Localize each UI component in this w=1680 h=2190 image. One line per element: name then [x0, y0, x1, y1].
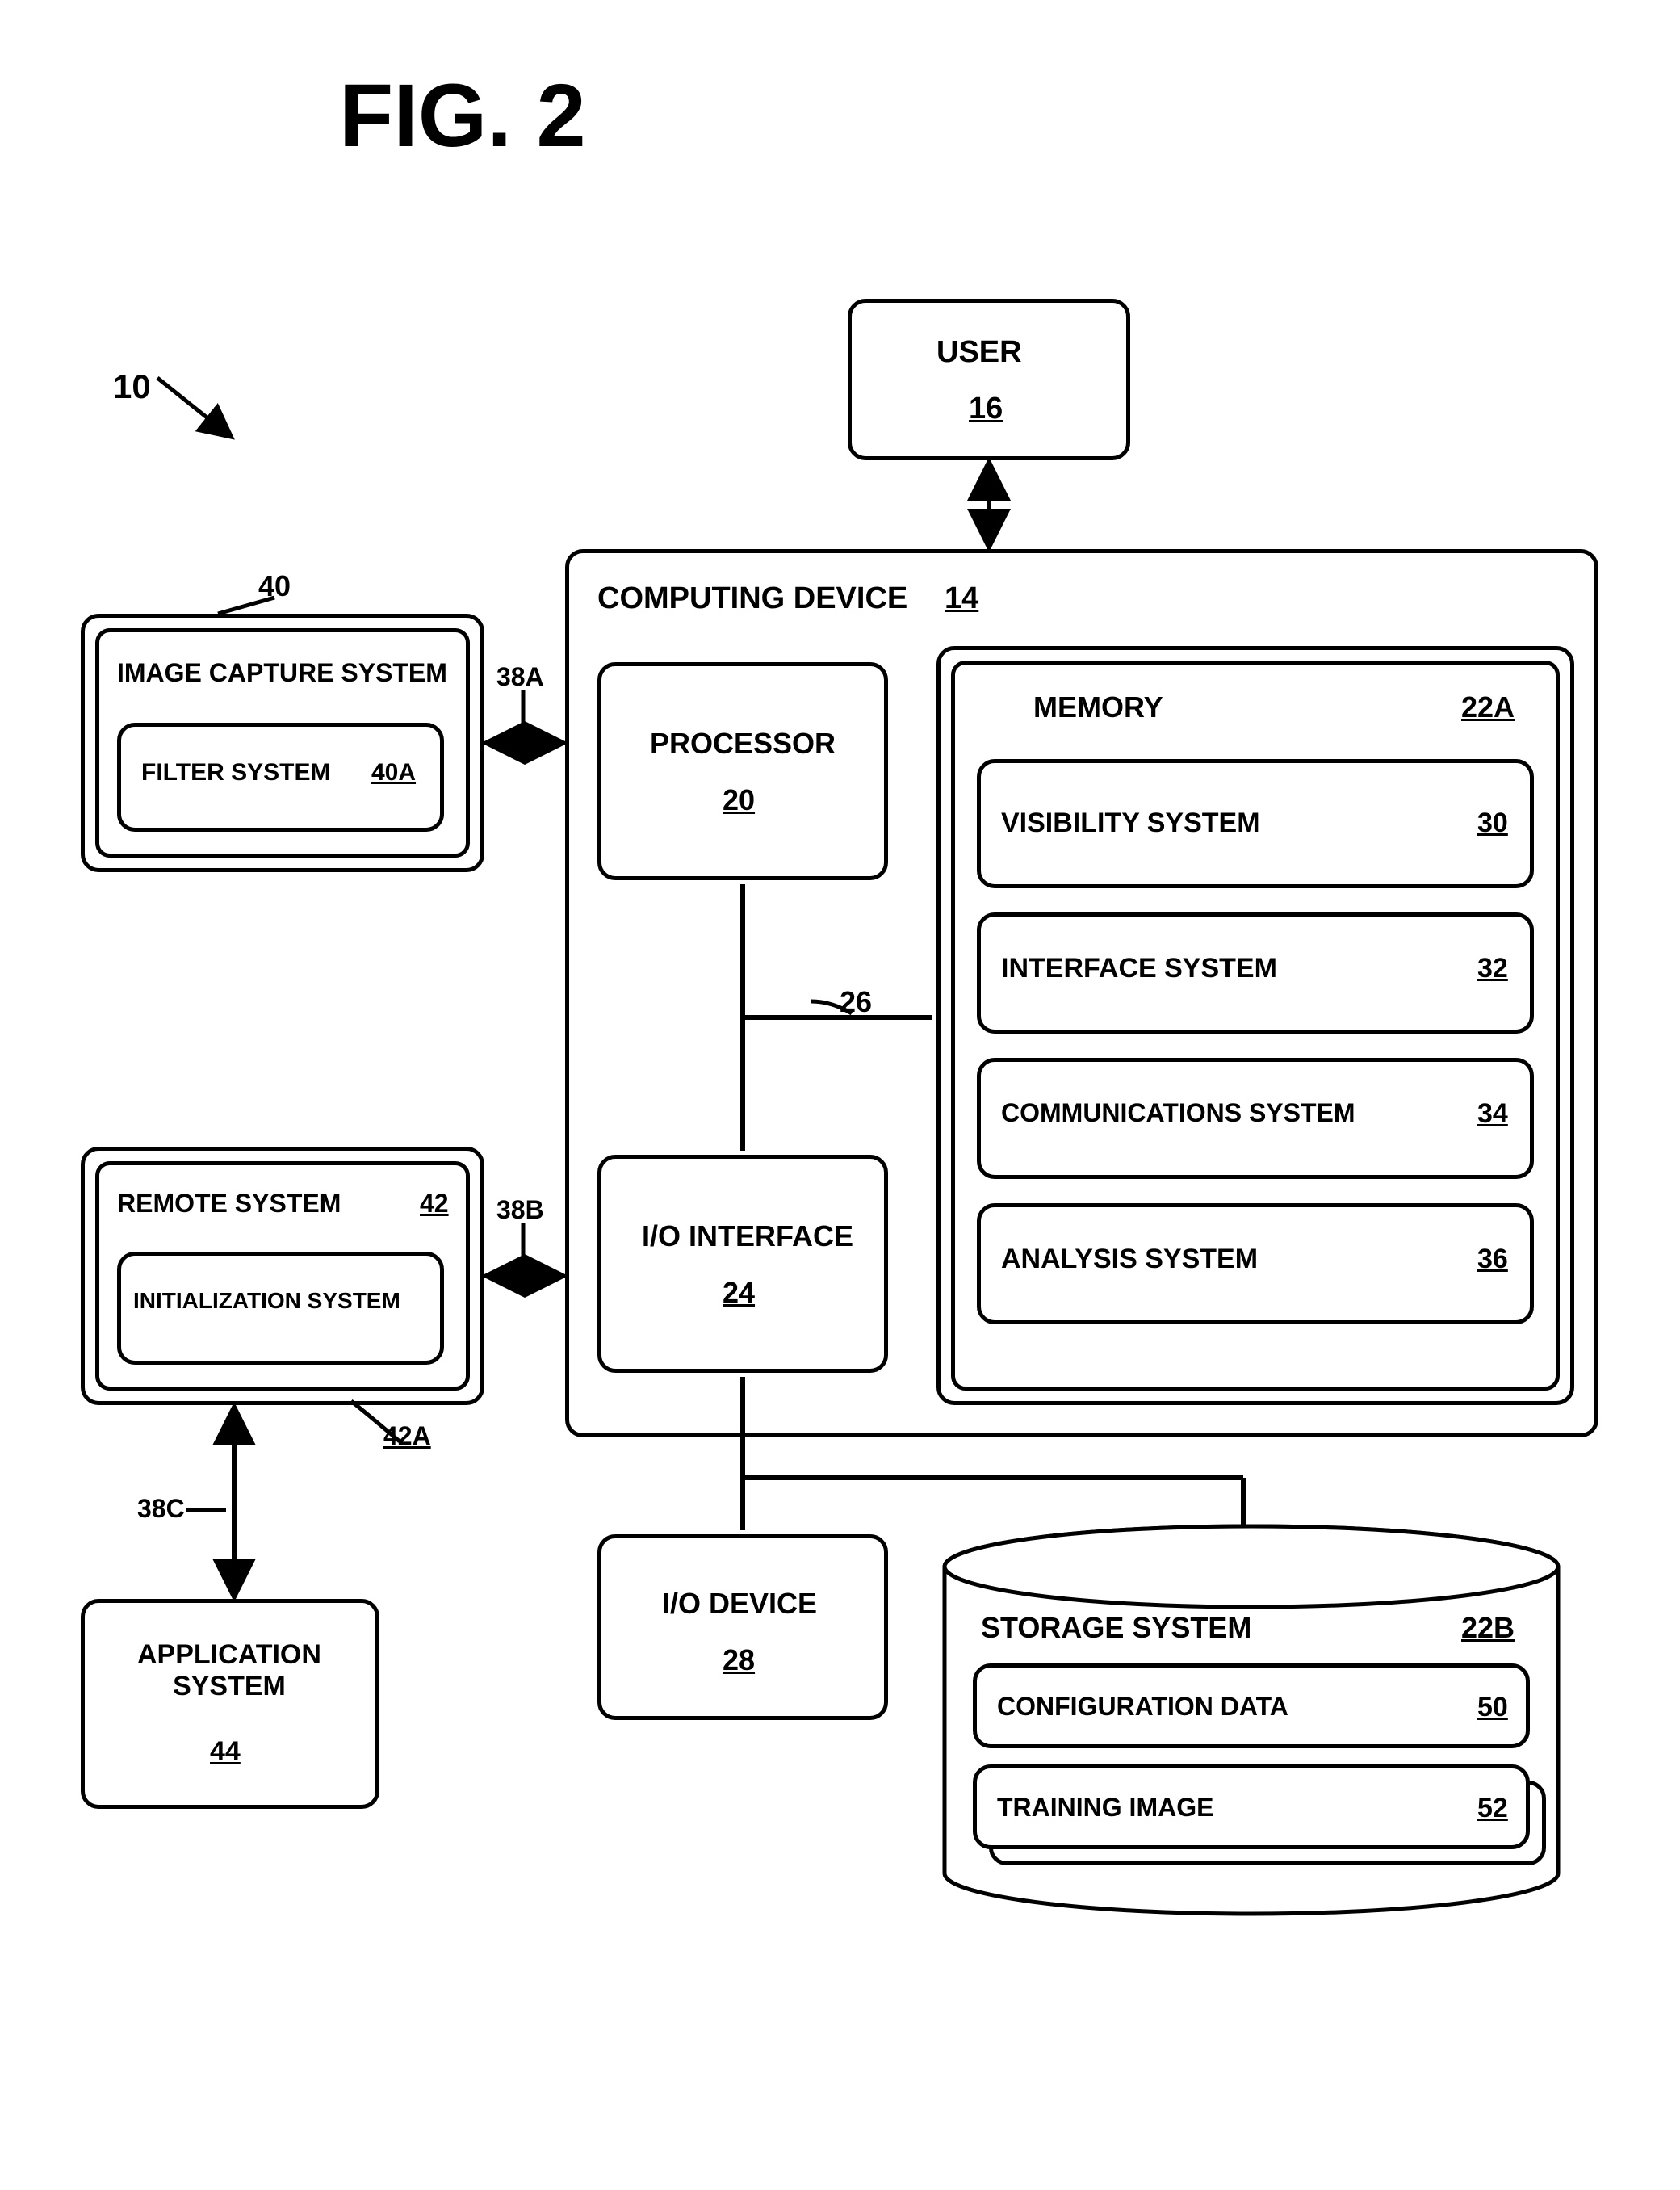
diagram-canvas: FIG. 2 10 USER 16 COMPUTING DEVICE 14 PR…: [32, 32, 1647, 2132]
conn-38b: 38B: [496, 1195, 544, 1225]
visibility-ref: 30: [1477, 808, 1508, 839]
io-interface-box: [597, 1155, 888, 1373]
io-device-label: I/O DEVICE: [662, 1587, 817, 1621]
ref-10: 10: [113, 367, 151, 406]
conn-38c: 38C: [137, 1494, 185, 1524]
visibility-label: VISIBILITY SYSTEM: [1001, 808, 1260, 839]
filter-label: FILTER SYSTEM: [141, 759, 330, 787]
interface-sys-label: INTERFACE SYSTEM: [1001, 953, 1277, 984]
image-capture-ref: 40: [258, 569, 291, 603]
communications-ref: 34: [1477, 1098, 1508, 1130]
application-ref: 44: [210, 1736, 241, 1768]
conn-38a: 38A: [496, 662, 544, 692]
computing-device-label: COMPUTING DEVICE: [597, 581, 907, 616]
storage-ref-top: 22B: [1461, 1611, 1515, 1645]
processor-label: PROCESSOR: [650, 727, 836, 761]
memory-ref: 22A: [1461, 690, 1515, 724]
remote-ref: 42: [420, 1189, 449, 1219]
io-interface-ref: 24: [723, 1276, 755, 1310]
figure-title: FIG. 2: [339, 65, 586, 167]
bus-ref: 26: [840, 985, 872, 1019]
io-device-ref: 28: [723, 1643, 755, 1677]
processor-ref: 20: [723, 783, 755, 817]
remote-label: REMOTE SYSTEM: [117, 1189, 341, 1219]
training-ref-top: 52: [1477, 1793, 1508, 1824]
config-data-label-top: CONFIGURATION DATA: [997, 1692, 1288, 1722]
computing-device-ref: 14: [945, 581, 978, 616]
user-ref: 16: [969, 392, 1003, 426]
io-device-box: [597, 1534, 888, 1720]
config-data-ref-top: 50: [1477, 1692, 1508, 1723]
user-box: [848, 299, 1130, 460]
user-label: USER: [936, 335, 1022, 370]
communications-label: COMMUNICATIONS SYSTEM: [1001, 1098, 1355, 1128]
io-interface-label: I/O INTERFACE: [642, 1219, 853, 1253]
storage-label-top: STORAGE SYSTEM: [981, 1611, 1251, 1645]
initialization-ref: 42A: [383, 1421, 431, 1451]
training-label-top: TRAINING IMAGE: [997, 1793, 1213, 1823]
initialization-label: INITIALIZATION SYSTEM: [133, 1288, 400, 1314]
memory-label: MEMORY: [1033, 690, 1163, 724]
processor-box: [597, 662, 888, 880]
analysis-label: ANALYSIS SYSTEM: [1001, 1244, 1258, 1275]
interface-sys-ref: 32: [1477, 953, 1508, 984]
filter-ref: 40A: [371, 759, 416, 787]
application-box: [81, 1599, 379, 1809]
image-capture-label: IMAGE CAPTURE SYSTEM: [117, 658, 447, 688]
analysis-ref: 36: [1477, 1244, 1508, 1275]
application-label: APPLICATION SYSTEM: [137, 1639, 321, 1702]
